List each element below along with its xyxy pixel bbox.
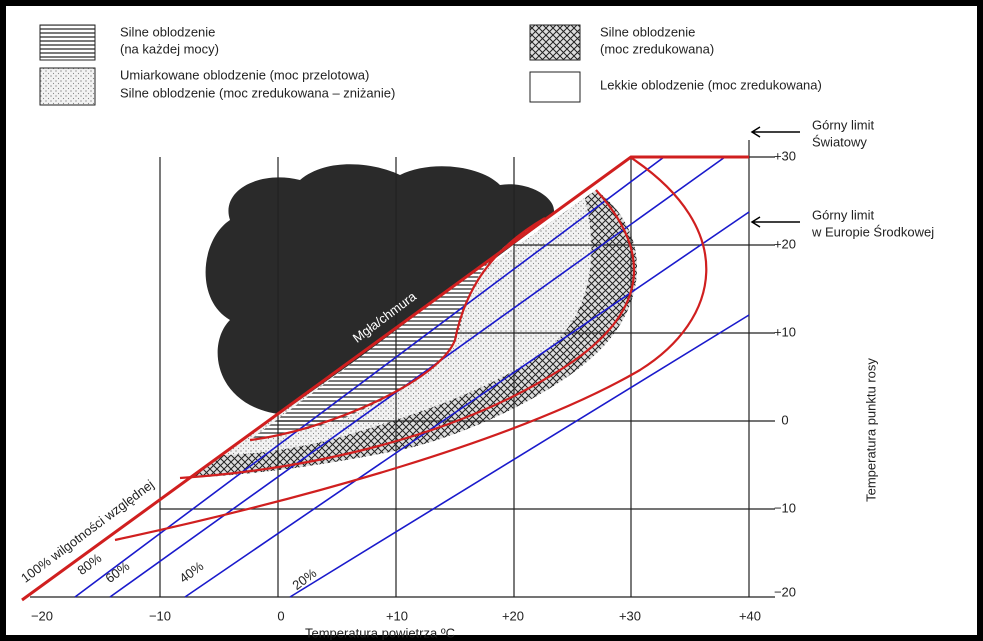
rh-label: 80% [74, 550, 104, 578]
legend-text: (moc zredukowana) [600, 41, 714, 56]
notes: Górny limit Światowy Górny limit w Europ… [752, 117, 934, 239]
note-text: Górny limit [812, 207, 875, 222]
legend-text: Silne oblodzenie [600, 24, 695, 39]
y-tick-label: −20 [774, 584, 796, 599]
x-tick-label: −20 [31, 608, 53, 623]
x-tick-label: +40 [739, 608, 761, 623]
y-tick-label: −10 [774, 500, 796, 515]
x-tick-label: −10 [149, 608, 171, 623]
x-tick-label: +10 [386, 608, 408, 623]
rh-label: 60% [102, 558, 132, 586]
rh-label: 40% [176, 558, 206, 586]
legend-text: Silne oblodzenie [120, 24, 215, 39]
legend-text: Umiarkowane oblodzenie (moc przelotowa) [120, 67, 369, 82]
y-tick-label: +30 [774, 148, 796, 163]
legend-text: (na każdej mocy) [120, 41, 219, 56]
note-text: w Europie Środkowej [811, 224, 934, 239]
y-tick-label: +10 [774, 324, 796, 339]
y-ticks: +30 +20 +10 0 −10 −20 [774, 148, 796, 599]
x-tick-label: +30 [619, 608, 641, 623]
x-tick-label: 0 [277, 608, 284, 623]
y-axis-title: Temperatura punktu rosy [863, 358, 878, 502]
x-axis-title: Temperatura powietrza ºC [305, 625, 455, 640]
legend: Silne oblodzenie (na każdej mocy) Umiark… [40, 24, 822, 105]
y-tick-label: +20 [774, 236, 796, 251]
y-tick-label: 0 [781, 412, 788, 427]
legend-text: Silne oblodzenie (moc zredukowana – zniż… [120, 85, 395, 100]
diagram: Silne oblodzenie (na każdej mocy) Umiark… [0, 0, 983, 641]
note-text: Górny limit [812, 117, 875, 132]
note-text: Światowy [812, 134, 867, 149]
legend-text: Lekkie oblodzenie (moc zredukowana) [600, 77, 822, 92]
x-tick-label: +20 [502, 608, 524, 623]
x-ticks: −20 −10 0 +10 +20 +30 +40 [31, 608, 761, 623]
